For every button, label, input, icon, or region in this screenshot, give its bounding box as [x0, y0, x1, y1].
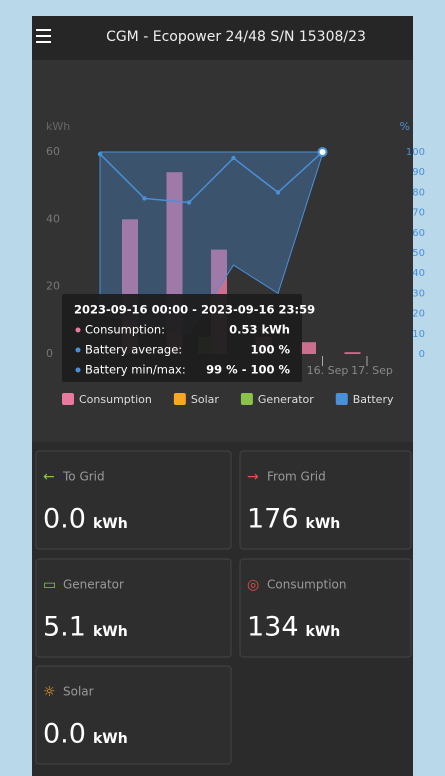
- tooltip-label: Battery min/max:: [85, 363, 186, 377]
- card-unit: kWh: [93, 516, 128, 532]
- chart: kWh % 0 20 40 60 0 10 20 30 40 50 60 70 80 90 100 16. Sep…: [46, 120, 425, 406]
- card-bg: [35, 558, 232, 658]
- y2-tick-label: 10: [412, 329, 425, 340]
- card-unit: kWh: [306, 516, 341, 532]
- legend-swatch: [62, 393, 74, 405]
- card-bg: [35, 665, 232, 765]
- card: → From Grid 176 kWh: [239, 450, 412, 550]
- card-unit: kWh: [93, 731, 128, 747]
- card-title: Generator: [63, 578, 124, 592]
- y2-tick-label: 70: [412, 208, 425, 219]
- card-icon: ◎: [247, 577, 259, 593]
- card-title: To Grid: [62, 470, 105, 484]
- tooltip: [62, 294, 302, 382]
- y-tick-label: 0: [46, 347, 53, 360]
- card-value: 176: [247, 504, 299, 535]
- tooltip-title: 2023-09-16 00:00 - 2023-09-16 23:59: [74, 303, 315, 317]
- tooltip-value: 0.53 kWh: [229, 323, 290, 337]
- legend-label: Battery: [353, 393, 394, 406]
- card-icon: ←: [43, 469, 55, 485]
- menu-line: [36, 41, 51, 43]
- card-icon: ☼: [43, 684, 56, 700]
- tooltip-label: Battery average:: [85, 343, 182, 357]
- legend-item[interactable]: Solar: [173, 393, 220, 406]
- card: ☼ Solar 0.0 kWh: [35, 665, 232, 765]
- cards: ← To Grid 0.0 kWh → From Grid 176 kWh ▭ Generator…: [35, 450, 412, 765]
- tooltip-label: Consumption:: [85, 323, 165, 337]
- card-title: Solar: [63, 685, 94, 699]
- card-bg: [35, 450, 232, 550]
- tooltip-dot: [75, 347, 81, 353]
- card-value: 5.1: [43, 612, 86, 643]
- tooltip-value: 99 % - 100 %: [206, 363, 290, 377]
- y2-tick-label: 100: [406, 147, 425, 158]
- card-value: 0.0: [43, 719, 86, 750]
- y2-tick-label: 80: [412, 187, 425, 198]
- battery-point: [142, 196, 147, 201]
- card-bg: [239, 450, 412, 550]
- card-bg: [239, 558, 412, 658]
- y2-tick-label: 30: [412, 288, 425, 299]
- header-bar: [32, 16, 413, 60]
- y2-tick-label: 20: [412, 309, 425, 320]
- legend-swatch: [240, 393, 253, 405]
- card-unit: kWh: [306, 624, 341, 640]
- card: ▭ Generator 5.1 kWh: [35, 558, 232, 658]
- card: ← To Grid 0.0 kWh: [35, 450, 232, 550]
- highlight-point: [317, 147, 328, 157]
- legend-label: Generator: [258, 393, 314, 406]
- menu-line: [36, 29, 51, 31]
- card-value: 134: [247, 612, 299, 643]
- card-value: 0.0: [43, 504, 86, 535]
- menu-icon[interactable]: [36, 29, 51, 43]
- x-tick-label: 17. Sep: [351, 364, 393, 377]
- y2-tick-label: 90: [412, 167, 425, 178]
- y-tick-label: 60: [46, 145, 60, 158]
- battery-point: [275, 190, 281, 195]
- tooltip-dot: [75, 367, 81, 373]
- y2-tick-label: 0: [419, 349, 425, 360]
- bar: [344, 352, 361, 354]
- battery-average-line: [99, 151, 324, 204]
- y2-tick-label: 40: [412, 268, 425, 279]
- card-title: Consumption: [267, 578, 346, 592]
- tooltip-value: 100 %: [250, 343, 290, 357]
- menu-line: [36, 35, 51, 37]
- card: ◎ Consumption 134 kWh: [239, 558, 412, 658]
- card-title: From Grid: [267, 470, 326, 484]
- legend-item[interactable]: Generator: [240, 393, 314, 406]
- y-tick-label: 20: [46, 280, 60, 293]
- y2-tick-label: 60: [412, 228, 425, 239]
- header-title: CGM - Ecopower 24/48 S/N 15308/23: [106, 29, 366, 45]
- y2-axis-label: %: [400, 120, 410, 133]
- card-unit: kWh: [93, 624, 128, 640]
- legend-item[interactable]: Battery: [335, 393, 394, 406]
- card-icon: ▭: [43, 577, 56, 593]
- battery-point: [186, 200, 192, 205]
- legend-swatch: [335, 393, 348, 405]
- x-tick-label: 16. Sep: [307, 364, 349, 377]
- legend-swatch: [173, 393, 186, 405]
- legend-item[interactable]: Consumption: [62, 393, 152, 406]
- y-tick-label: 40: [46, 212, 60, 225]
- y-axis-label: kWh: [46, 120, 70, 133]
- legend-label: Consumption: [79, 393, 152, 406]
- legend-label: Solar: [191, 393, 220, 406]
- bar: [300, 342, 316, 354]
- battery-point: [231, 155, 236, 161]
- battery-point: [97, 151, 103, 157]
- card-icon: →: [247, 469, 259, 485]
- tooltip-dot: [75, 327, 81, 333]
- y2-tick-label: 50: [412, 248, 425, 259]
